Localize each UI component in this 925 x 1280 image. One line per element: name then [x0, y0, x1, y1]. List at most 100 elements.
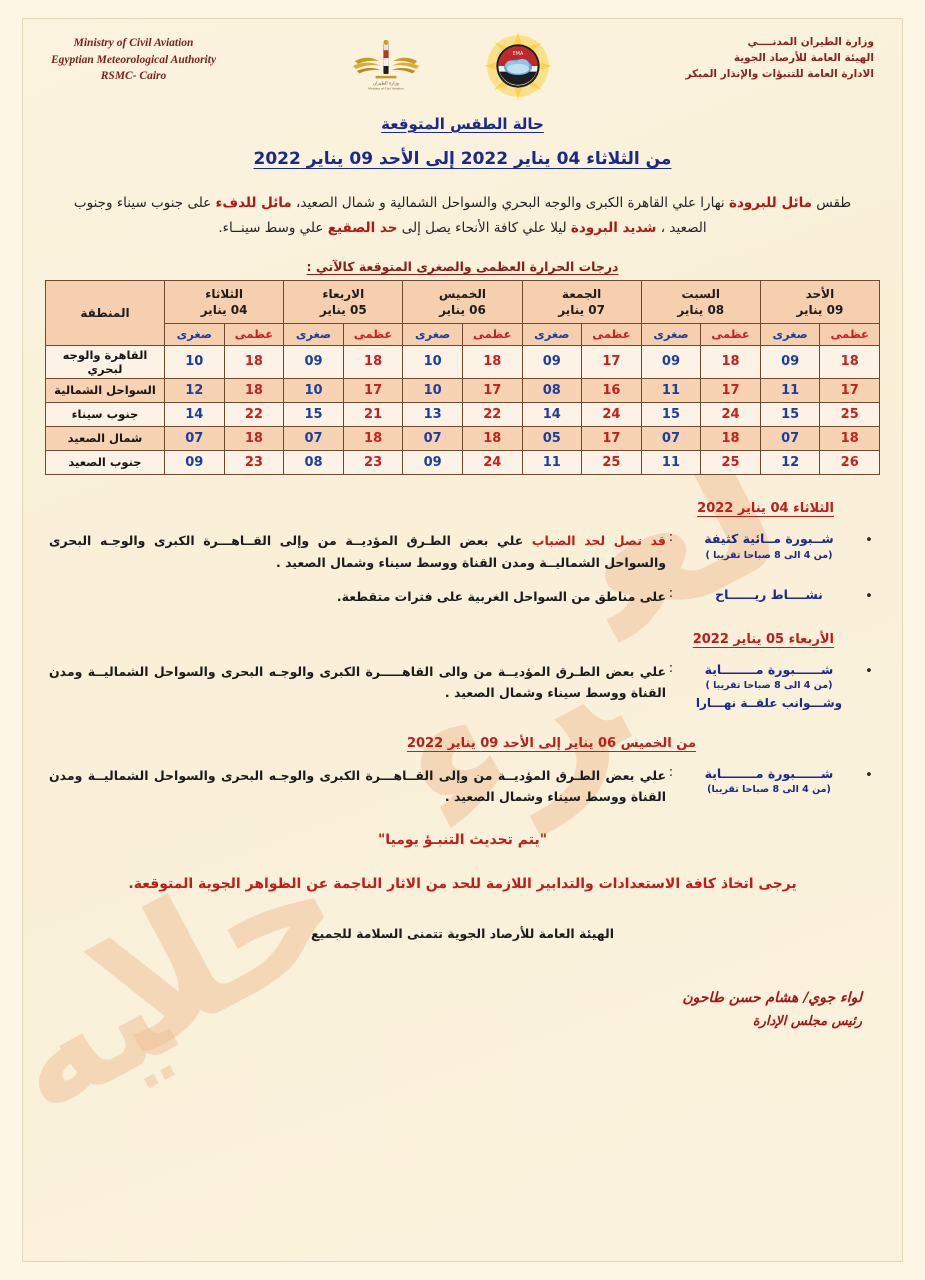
- cell-max-1-3: 17: [461, 377, 523, 403]
- cell-max-2-0: 25: [819, 401, 880, 427]
- summary-highlight-cold: مائل للبرودة: [728, 195, 812, 211]
- daily-update-notice: "يتم تحديث التنبـؤ يوميا": [377, 832, 548, 849]
- forecast-section-2: من الخميس 06 يناير إلى الأحد 09 يناير 20…: [49, 736, 876, 809]
- cell-max-2-2: 24: [581, 401, 642, 427]
- section-heading-1: الأربعاء 05 يناير 2022: [692, 631, 834, 647]
- summary-seg-1: طقس: [812, 195, 852, 211]
- svg-text:Ministry of Civil Aviation: Ministry of Civil Aviation: [368, 87, 404, 91]
- body-text: علي بعض الطـرق المؤديــة من وإلى القــاه…: [49, 767, 666, 805]
- cell-max-0-3: 18: [461, 344, 523, 379]
- forecast-item-label: شــــــبورة مــــــــاية (من 4 الى 8 صباح…: [676, 661, 862, 712]
- day-name: الثلاثاء: [205, 286, 243, 301]
- bullet-icon: •: [865, 767, 873, 783]
- table-row: 18 07 18 07 17 05 18 07 18 07 18 07 شمال الصعيد: [45, 425, 880, 451]
- summary-seg-2: نهارا علي القاهرة الكبرى والوجه البحري و…: [291, 195, 729, 211]
- cell-max-4-1: 25: [700, 449, 761, 475]
- cell-min-1-5: 12: [164, 377, 225, 403]
- temperature-table: الأحد 09 يناير السبت 08 يناير الجمعة 07 يناير…: [45, 279, 881, 475]
- cell-max-1-0: 17: [819, 377, 880, 403]
- forecast-item-body: علي بعض الطـرق المؤديــة من والى القاهــ…: [49, 661, 666, 705]
- table-day-header-3: الخميس 06 يناير: [402, 279, 523, 324]
- cell-region-4: جنوب الصعيد: [45, 449, 165, 475]
- cell-min-0-1: 09: [640, 344, 702, 379]
- ema-sun-cloud-icon: EMA: [483, 31, 553, 101]
- cell-min-2-1: 15: [640, 401, 702, 427]
- temperature-table-holder: الأحد 09 يناير السبت 08 يناير الجمعة 07 يناير…: [23, 279, 902, 475]
- cell-max-1-5: 18: [223, 377, 285, 403]
- body-text: على مناطق من السواحل الغربية على فترات م…: [336, 588, 666, 604]
- date-range-subtitle: من الثلاثاء 04 يناير 2022 إلى الأحد 09 ي…: [253, 149, 672, 169]
- header-english-line-2: Egyptian Meteorological Authority: [51, 53, 217, 66]
- day-date: 07 يناير: [558, 302, 605, 317]
- cell-max-3-3: 18: [461, 425, 523, 451]
- cell-min-3-1: 07: [640, 425, 702, 451]
- cell-min-3-0: 07: [759, 425, 821, 451]
- svg-text:EMA: EMA: [512, 51, 523, 57]
- cell-max-1-2: 16: [581, 377, 642, 403]
- header-arabic-line-3: الادارة العامة للتنبؤات والإنذار المبكر: [685, 67, 874, 80]
- day-name: السبت: [681, 286, 720, 301]
- table-row: 25 15 24 15 24 14 22 13 21 15 22 14 جنوب سيناء: [45, 401, 880, 427]
- precaution-notice: يرجى اتخاذ كافة الاستعدادات والتدابير ال…: [128, 876, 797, 893]
- signature-block: لواء جوي/ هشام حسن طاحون رئيس مجلس الإدا…: [532, 987, 902, 1033]
- cell-min-1-3: 10: [402, 377, 463, 403]
- cell-max-1-4: 17: [342, 377, 404, 403]
- table-max-header-5: عظمى: [223, 322, 285, 346]
- table-min-header-4: صغرى: [283, 322, 344, 346]
- cell-min-4-0: 12: [759, 449, 821, 475]
- cell-max-0-2: 17: [581, 344, 642, 379]
- day-name: الجمعة: [561, 286, 602, 301]
- cell-max-4-0: 26: [819, 449, 880, 475]
- table-min-header-1: صغرى: [640, 322, 702, 346]
- table-min-header-2: صغرى: [521, 322, 583, 346]
- day-name: الأحد: [805, 286, 835, 301]
- forecast-item: • شــبورة مــائية كثيفة (من 4 الى 8 صباحا …: [49, 530, 876, 574]
- label-colon: :: [668, 529, 674, 545]
- cell-max-4-4: 23: [342, 449, 404, 475]
- cell-max-3-1: 18: [700, 425, 761, 451]
- cell-min-0-3: 10: [402, 344, 463, 379]
- cell-min-1-0: 11: [759, 377, 821, 403]
- day-name: الخميس: [438, 286, 487, 301]
- table-max-header-2: عظمى: [581, 322, 642, 346]
- forecast-item-label: نشــــاط ريــــــاح: [676, 586, 862, 605]
- title-block: حالة الطقس المتوقعة من الثلاثاء 04 يناير…: [23, 115, 902, 169]
- day-date: 05 يناير: [319, 302, 367, 317]
- cell-max-3-5: 18: [223, 425, 285, 451]
- forecast-section-0: الثلاثاء 04 يناير 2022 • شــبورة مــائية ك…: [49, 501, 876, 608]
- body-text: علي بعض الطـرق المؤديــة من وإلى القــاه…: [49, 532, 666, 570]
- cell-max-0-5: 18: [223, 344, 285, 379]
- bullet-icon: •: [865, 532, 873, 548]
- day-date: 09 يناير: [796, 302, 844, 317]
- summary-seg-3: على جنوب سيناء وجنوب الصعيد ،: [73, 195, 707, 236]
- page-title: حالة الطقس المتوقعة: [381, 115, 544, 133]
- table-header-row-minmax: عظمى صغرى عظمى صغرى عظمى صغرى عظمى صغرى عظمى صغرى…: [46, 322, 880, 346]
- cell-min-3-5: 07: [164, 425, 225, 451]
- table-min-header-5: صغرى: [164, 322, 225, 346]
- document-sheet: ﻟﻌ ﺮﺀ ﺣﻼ ﯿﻪ Ministry of Civil Aviation E…: [22, 18, 903, 1262]
- body-text: علي بعض الطـرق المؤديــة من والى القاهــ…: [49, 663, 666, 701]
- cell-min-4-2: 11: [521, 449, 583, 475]
- forecast-item: • نشــــاط ريــــــاح: على مناطق من السواح…: [49, 586, 876, 608]
- summary-highlight-warm: مائل للدفء: [215, 195, 292, 211]
- forecast-section-1: الأربعاء 05 يناير 2022 • شــــــبورة مــــ…: [49, 632, 876, 712]
- cell-min-4-3: 09: [402, 449, 463, 475]
- label-extra-text: وشـــوانب علقــة نهـــارا: [695, 695, 843, 710]
- cell-max-2-5: 22: [223, 401, 285, 427]
- cell-max-2-1: 24: [700, 401, 761, 427]
- day-date: 08 يناير: [677, 302, 725, 317]
- cell-min-1-4: 10: [283, 377, 344, 403]
- cell-min-4-4: 08: [283, 449, 344, 475]
- table-head: الأحد 09 يناير السبت 08 يناير الجمعة 07 يناير…: [45, 279, 881, 346]
- document-header: Ministry of Civil Aviation Egyptian Mete…: [23, 19, 902, 101]
- table-max-header-1: عظمى: [700, 322, 761, 346]
- cell-max-3-4: 18: [342, 425, 404, 451]
- label-text: شــبورة مــائية كثيفة: [704, 530, 834, 546]
- label-colon: :: [668, 585, 674, 601]
- label-colon: :: [668, 764, 674, 780]
- cell-min-0-2: 09: [521, 344, 583, 379]
- forecast-item-body: على مناطق من السواحل الغربية على فترات م…: [49, 586, 666, 608]
- forecast-item-body: قد تصل لحد الضباب علي بعض الطـرق المؤديـ…: [49, 530, 666, 574]
- label-time-note: (من 4 الى 8 صباحا تقريبا): [707, 784, 831, 796]
